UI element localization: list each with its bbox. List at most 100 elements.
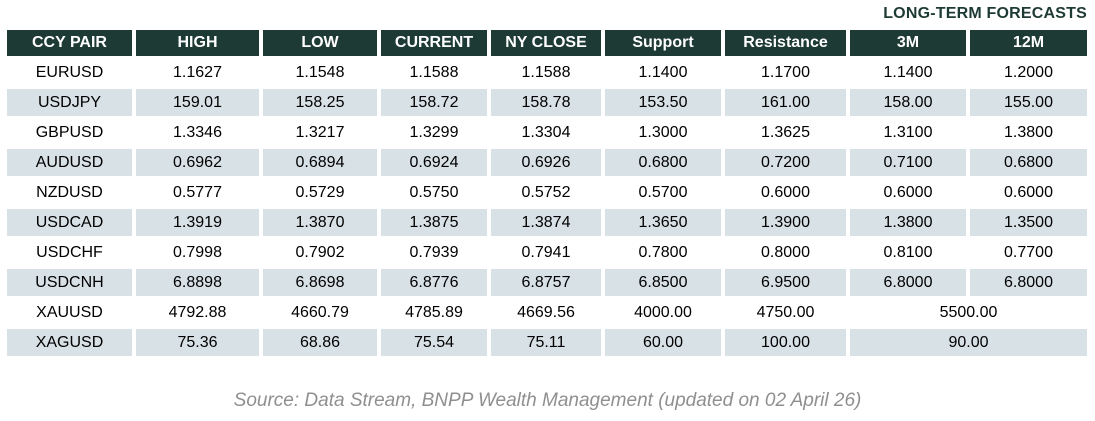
value-cell: 161.00 [725, 89, 846, 116]
table-row: USDCHF 0.7998 0.7902 0.7939 0.7941 0.7800 0.80… [7, 239, 1087, 266]
value-cell: 6.8000 [970, 269, 1087, 296]
merged-forecast-cell: 5500.00 [939, 303, 998, 321]
value-cell: 0.5700 [638, 183, 688, 201]
column-header: CURRENT [381, 30, 487, 56]
value-cell: 0.7902 [295, 243, 345, 261]
value-cell: 100.00 [725, 329, 846, 356]
value-cell: 0.6800 [970, 149, 1087, 176]
column-header: LOW [263, 30, 377, 56]
value-cell: 1.1627 [173, 63, 222, 81]
fx-forecast-table: CCY PAIR HIGH LOW CURRENT NY CLOSE Support Res… [3, 27, 1091, 359]
value-cell: 0.7200 [725, 149, 846, 176]
table-row: GBPUSD 1.3346 1.3217 1.3299 1.3304 1.3000 1.36… [7, 119, 1087, 146]
value-cell: 153.50 [605, 89, 721, 116]
value-cell: 1.1700 [761, 63, 810, 81]
ccy-pair-cell: XAGUSD [7, 329, 132, 356]
table-row: XAGUSD 75.36 68.86 75.54 75.11 60.00 100.00 90.… [7, 329, 1087, 356]
value-cell: 1.3900 [725, 209, 846, 236]
long-term-forecasts-title: LONG-TERM FORECASTS [883, 5, 1087, 22]
value-cell: 0.7941 [521, 243, 571, 261]
value-cell: 6.8898 [136, 269, 259, 296]
table-row: XAUUSD 4792.88 4660.79 4785.89 4669.56 4000.0… [7, 299, 1087, 326]
value-cell: 6.9500 [725, 269, 846, 296]
value-cell: 1.1400 [638, 63, 688, 81]
value-cell: 75.11 [491, 329, 601, 356]
value-cell: 158.00 [850, 89, 966, 116]
column-header: NY CLOSE [491, 30, 601, 56]
value-cell: 158.78 [491, 89, 601, 116]
column-header: 3M [850, 30, 966, 56]
value-cell: 0.6000 [761, 183, 810, 201]
value-cell: 6.8776 [381, 269, 487, 296]
value-cell: 6.8698 [263, 269, 377, 296]
value-cell: 6.8000 [850, 269, 966, 296]
ccy-pair-cell: XAUUSD [36, 303, 103, 321]
value-cell: 1.3875 [381, 209, 487, 236]
value-cell: 0.5750 [409, 183, 459, 201]
ccy-pair-cell: EURUSD [35, 63, 104, 81]
value-cell: 155.00 [970, 89, 1087, 116]
ccy-pair-cell: USDCNH [7, 269, 132, 296]
value-cell: 0.6924 [381, 149, 487, 176]
table-row: AUDUSD 0.6962 0.6894 0.6924 0.6926 0.6800 0.72… [7, 149, 1087, 176]
value-cell: 1.1400 [883, 63, 933, 81]
value-cell: 0.7800 [638, 243, 688, 261]
table-row: USDCNH 6.8898 6.8698 6.8776 6.8757 6.8500 6.95… [7, 269, 1087, 296]
value-cell: 1.3304 [521, 123, 571, 141]
value-cell: 0.7700 [1004, 243, 1053, 261]
value-cell: 4792.88 [168, 303, 227, 321]
table-row: USDJPY 159.01 158.25 158.72 158.78 153.50 161.… [7, 89, 1087, 116]
value-cell: 1.3299 [409, 123, 459, 141]
value-cell: 159.01 [136, 89, 259, 116]
value-cell: 1.3217 [295, 123, 345, 141]
column-header: 12M [970, 30, 1087, 56]
value-cell: 0.6926 [491, 149, 601, 176]
value-cell: 1.3346 [173, 123, 222, 141]
table-header-row: CCY PAIR HIGH LOW CURRENT NY CLOSE Support Res… [7, 30, 1087, 56]
value-cell: 1.3800 [1004, 123, 1053, 141]
value-cell: 1.3919 [136, 209, 259, 236]
value-cell: 158.25 [263, 89, 377, 116]
merged-forecast-cell: 90.00 [850, 329, 1087, 356]
value-cell: 0.8100 [883, 243, 933, 261]
table-row: USDCAD 1.3919 1.3870 1.3875 1.3874 1.3650 1.39… [7, 209, 1087, 236]
value-cell: 0.5752 [521, 183, 571, 201]
ccy-pair-cell: AUDUSD [7, 149, 132, 176]
value-cell: 0.8000 [761, 243, 810, 261]
value-cell: 60.00 [605, 329, 721, 356]
value-cell: 1.1588 [409, 63, 459, 81]
value-cell: 0.6962 [136, 149, 259, 176]
value-cell: 1.3650 [605, 209, 721, 236]
value-cell: 0.6800 [605, 149, 721, 176]
value-cell: 68.86 [263, 329, 377, 356]
column-header: CCY PAIR [7, 30, 132, 56]
value-cell: 4785.89 [405, 303, 463, 321]
value-cell: 0.7100 [850, 149, 966, 176]
value-cell: 0.7939 [409, 243, 459, 261]
value-cell: 1.3870 [263, 209, 377, 236]
value-cell: 1.2000 [1004, 63, 1053, 81]
column-header: Resistance [725, 30, 846, 56]
value-cell: 1.3874 [491, 209, 601, 236]
value-cell: 0.7998 [173, 243, 222, 261]
value-cell: 0.6894 [263, 149, 377, 176]
column-header: HIGH [136, 30, 259, 56]
value-cell: 4000.00 [634, 303, 692, 321]
value-cell: 0.5729 [295, 183, 345, 201]
value-cell: 4669.56 [517, 303, 575, 321]
value-cell: 0.6000 [883, 183, 933, 201]
value-cell: 1.3500 [970, 209, 1087, 236]
ccy-pair-cell: USDCHF [36, 243, 103, 261]
ccy-pair-cell: NZDUSD [36, 183, 103, 201]
ccy-pair-cell: USDJPY [7, 89, 132, 116]
value-cell: 1.3000 [638, 123, 688, 141]
value-cell: 1.1588 [521, 63, 571, 81]
value-cell: 4750.00 [756, 303, 815, 321]
ccy-pair-cell: GBPUSD [35, 123, 104, 141]
value-cell: 1.3100 [883, 123, 933, 141]
value-cell: 75.36 [136, 329, 259, 356]
value-cell: 0.6000 [1004, 183, 1053, 201]
value-cell: 75.54 [381, 329, 487, 356]
value-cell: 6.8500 [605, 269, 721, 296]
